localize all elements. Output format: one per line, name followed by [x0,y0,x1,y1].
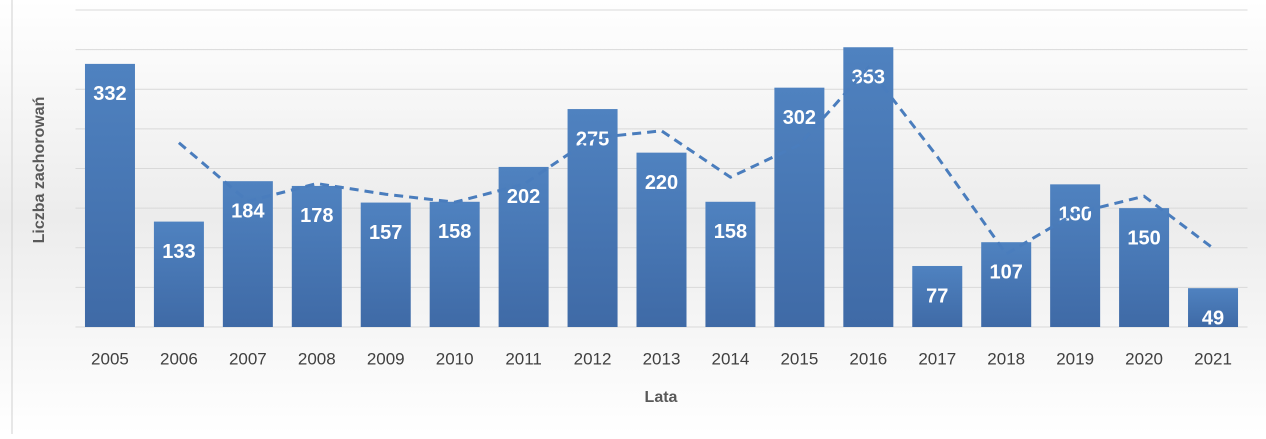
value-label: 332 [93,83,126,105]
x-tick-label: 2021 [1194,349,1232,368]
value-label: 184 [231,200,265,222]
x-tick-label: 2015 [780,349,818,368]
x-tick-label: 2007 [229,349,267,368]
value-label: 202 [507,186,540,208]
value-label: 158 [714,221,747,243]
value-label: 158 [438,221,471,243]
x-tick-label: 2018 [987,349,1025,368]
bar [1119,208,1170,327]
x-axis-title: Lata [645,389,678,406]
bar [360,202,411,327]
value-label: 302 [783,107,816,129]
x-tick-label: 2013 [643,349,681,368]
value-label: 133 [162,241,195,263]
x-tick-label: 2016 [849,349,887,368]
bar [843,47,894,328]
bar [705,201,756,327]
bar [912,265,963,327]
x-tick-label: 2005 [91,349,129,368]
x-tick-label: 2019 [1056,349,1094,368]
bar [84,63,135,327]
value-label: 178 [300,205,333,227]
value-label: 49 [1202,307,1224,329]
bar [429,201,480,327]
value-label: 150 [1127,227,1160,249]
x-tick-label: 2012 [574,349,612,368]
y-axis-title: Liczba zachorowań [31,97,48,244]
bar [636,152,687,327]
trendline [177,65,1214,257]
x-tick-label: 2014 [712,349,750,368]
bar [1188,288,1239,327]
x-tick-label: 2009 [367,349,405,368]
x-tick-label: 2020 [1125,349,1163,368]
x-tick-label: 2017 [918,349,956,368]
x-tick-label: 2011 [505,349,542,368]
bar [153,221,204,327]
bar [567,109,618,327]
value-label: 353 [852,67,885,89]
value-label: 77 [926,285,948,307]
x-tick-label: 2008 [298,349,336,368]
value-label: 107 [990,261,1023,283]
bar [291,185,342,327]
value-label: 220 [645,172,678,194]
x-tick-label: 2006 [160,349,198,368]
bar [981,242,1032,327]
value-label: 157 [369,222,402,244]
x-tick-label: 2010 [436,349,474,368]
bar [222,181,273,327]
bar [498,166,549,327]
